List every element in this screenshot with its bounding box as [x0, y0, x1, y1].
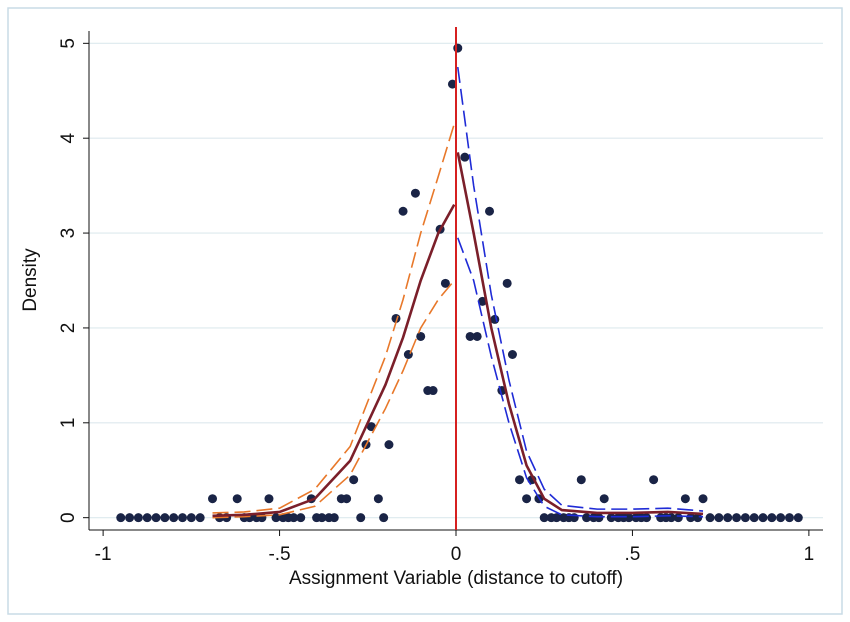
point [642, 513, 652, 523]
point [366, 422, 376, 432]
point [515, 475, 525, 485]
point [539, 513, 549, 523]
point [416, 331, 426, 341]
fit-line [212, 203, 456, 518]
point [116, 513, 126, 523]
point [594, 513, 604, 523]
point [490, 314, 500, 324]
point [379, 513, 389, 523]
point [133, 513, 143, 523]
x-tick-label: -1 [95, 544, 112, 565]
point [296, 513, 306, 523]
y-tick-label: 1 [58, 418, 79, 429]
point [465, 331, 475, 341]
point [289, 513, 299, 523]
point [447, 79, 457, 89]
y-tick-label: 0 [58, 512, 79, 523]
point [160, 513, 170, 523]
y-tick-label: 5 [58, 38, 79, 49]
point [472, 331, 482, 341]
point [342, 494, 352, 504]
fit-line [456, 66, 704, 512]
point [680, 494, 690, 504]
point [606, 513, 616, 523]
point [582, 513, 592, 523]
point [693, 513, 703, 523]
point [749, 513, 759, 523]
point [428, 386, 438, 396]
fit-line [456, 152, 704, 516]
fit-line [457, 237, 704, 518]
y-tick-label: 2 [58, 323, 79, 334]
point [624, 513, 634, 523]
point [384, 440, 394, 450]
point [784, 513, 794, 523]
point [793, 513, 803, 523]
point [373, 494, 383, 504]
x-tick-label: 0 [451, 544, 462, 565]
x-tick-label: .5 [625, 544, 641, 565]
point [698, 494, 708, 504]
point [410, 188, 420, 198]
point [232, 494, 242, 504]
fit-line [212, 279, 455, 519]
point [178, 513, 188, 523]
point [142, 513, 152, 523]
point [264, 494, 274, 504]
point [186, 513, 196, 523]
point [673, 513, 683, 523]
point [356, 513, 366, 523]
point [440, 278, 450, 288]
point [195, 513, 205, 523]
point [507, 349, 517, 359]
point [329, 513, 339, 523]
point [271, 513, 281, 523]
y-axis-label: Density [20, 248, 41, 312]
point [522, 494, 532, 504]
point [576, 475, 586, 485]
x-tick-label: 1 [804, 544, 815, 565]
point [398, 206, 408, 216]
point [705, 513, 715, 523]
x-axis-label: Assignment Variable (distance to cutoff) [289, 568, 623, 589]
frame [7, 7, 843, 615]
point [599, 494, 609, 504]
point [732, 513, 742, 523]
point [317, 513, 327, 523]
y-tick-label: 3 [58, 228, 79, 239]
point [349, 475, 359, 485]
point [208, 494, 218, 504]
point [460, 152, 470, 162]
point [686, 513, 696, 523]
point [758, 513, 768, 523]
point [740, 513, 750, 523]
point [776, 513, 786, 523]
y-tick-label: 4 [58, 132, 79, 143]
point [125, 513, 135, 523]
point [714, 513, 724, 523]
point [552, 513, 562, 523]
point [723, 513, 733, 523]
point [649, 475, 659, 485]
point [151, 513, 161, 523]
point [767, 513, 777, 523]
point [502, 278, 512, 288]
fit-line [212, 123, 456, 514]
point [169, 513, 179, 523]
x-tick-label: -.5 [268, 544, 290, 565]
point [485, 206, 495, 216]
point [453, 43, 463, 53]
